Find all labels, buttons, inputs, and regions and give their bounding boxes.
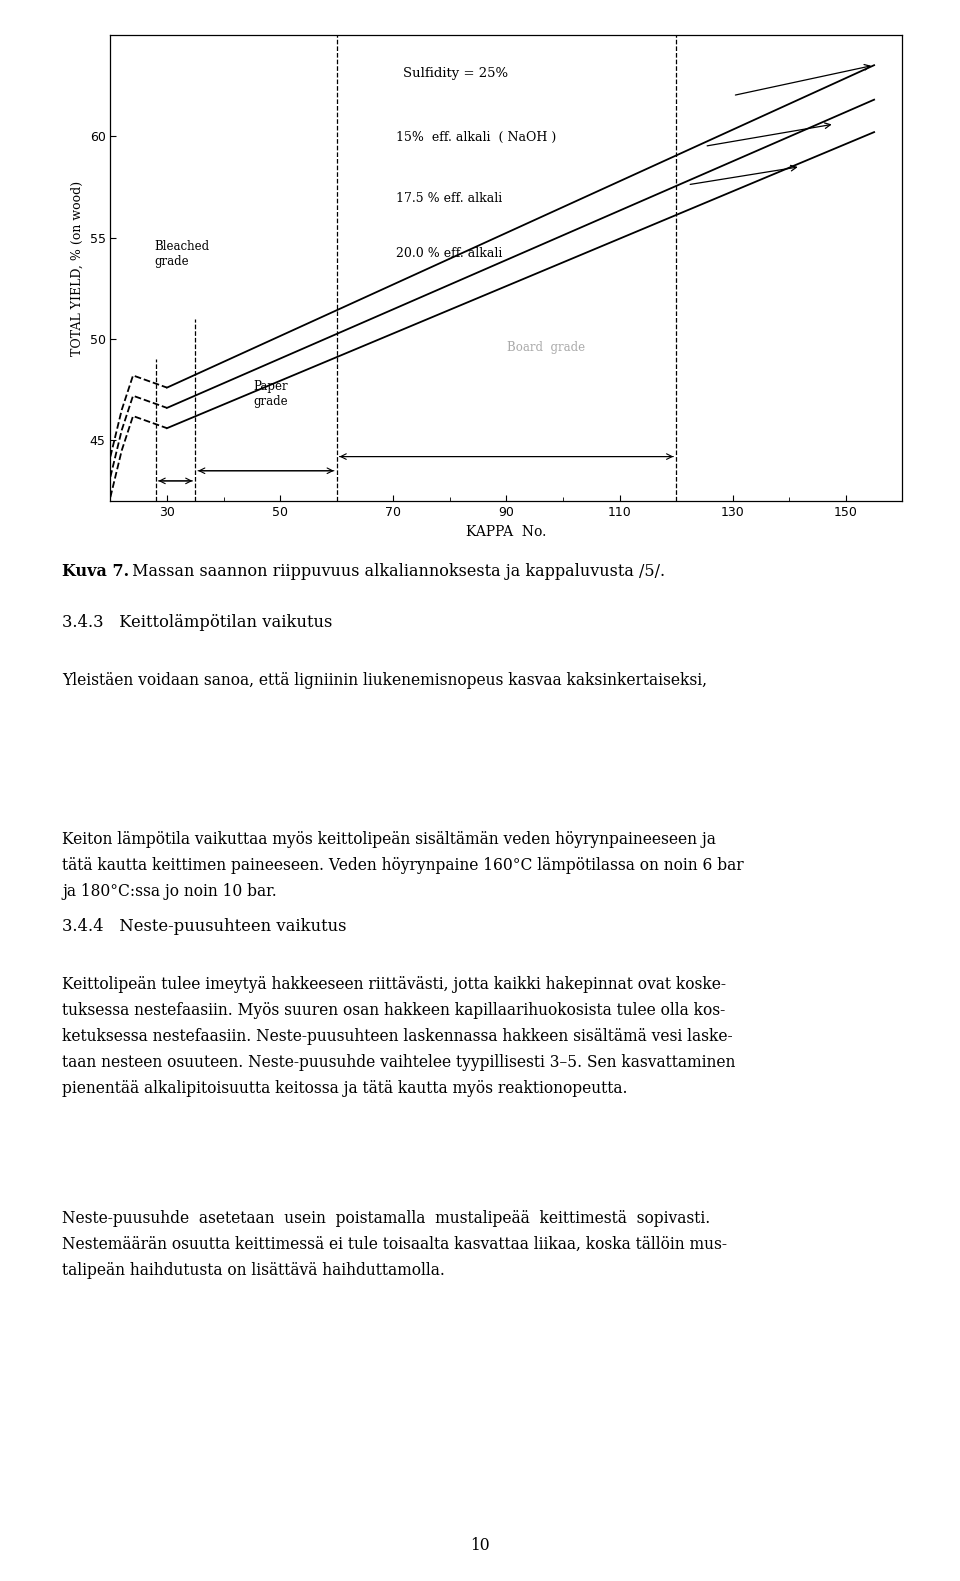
Text: 20.0 % eff. alkali: 20.0 % eff. alkali bbox=[396, 248, 502, 261]
Text: Bleached
grade: Bleached grade bbox=[154, 240, 209, 269]
Text: tuksessa nestefaasiin. Myös suuren osan hakkeen kapillaarihuokosista tulee olla : tuksessa nestefaasiin. Myös suuren osan … bbox=[62, 1002, 725, 1020]
Text: Yleistäen voidaan sanoa, että ligniinin liukenemisnopeus kasvaa kaksinkertaiseks: Yleistäen voidaan sanoa, että ligniinin … bbox=[62, 672, 707, 689]
Text: Kuva 7.: Kuva 7. bbox=[62, 563, 130, 580]
Text: 3.4.3   Keittolämpötilan vaikutus: 3.4.3 Keittolämpötilan vaikutus bbox=[62, 613, 332, 631]
Y-axis label: TOTAL YIELD, % (on wood): TOTAL YIELD, % (on wood) bbox=[71, 180, 84, 356]
Text: 17.5 % eff. alkali: 17.5 % eff. alkali bbox=[396, 191, 502, 204]
Text: ketuksessa nestefaasiin. Neste-puusuhteen laskennassa hakkeen sisältämä vesi las: ketuksessa nestefaasiin. Neste-puusuhtee… bbox=[62, 1028, 732, 1045]
Text: 15%  eff. alkali  ( NaOH ): 15% eff. alkali ( NaOH ) bbox=[396, 131, 556, 144]
X-axis label: KAPPA  No.: KAPPA No. bbox=[467, 525, 546, 539]
Text: Paper
grade: Paper grade bbox=[253, 379, 288, 408]
Text: talipeän haihdutusta on lisättävä haihduttamolla.: talipeän haihdutusta on lisättävä haihdu… bbox=[62, 1262, 444, 1279]
Text: 10: 10 bbox=[470, 1537, 490, 1554]
Text: 3.4.4   Neste-puusuhteen vaikutus: 3.4.4 Neste-puusuhteen vaikutus bbox=[62, 919, 347, 934]
Text: Massan saannon riippuvuus alkaliannoksesta ja kappaluvusta /5/.: Massan saannon riippuvuus alkaliannokses… bbox=[128, 563, 665, 580]
Text: Neste-puusuhde  asetetaan  usein  poistamalla  mustalipeää  keittimestä  sopivas: Neste-puusuhde asetetaan usein poistamal… bbox=[62, 1209, 710, 1227]
Text: Sulfidity = 25%: Sulfidity = 25% bbox=[403, 68, 509, 81]
Text: Board  grade: Board grade bbox=[507, 341, 585, 354]
Text: ja 180°C:ssa jo noin 10 bar.: ja 180°C:ssa jo noin 10 bar. bbox=[62, 884, 276, 900]
Text: taan nesteen osuuteen. Neste-puusuhde vaihtelee tyypillisesti 3–5. Sen kasvattam: taan nesteen osuuteen. Neste-puusuhde va… bbox=[62, 1055, 735, 1070]
Text: tätä kautta keittimen paineeseen. Veden höyrynpaine 160°C lämpötilassa on noin 6: tätä kautta keittimen paineeseen. Veden … bbox=[62, 857, 744, 874]
Text: pienentää alkalipitoisuutta keitossa ja tätä kautta myös reaktionopeutta.: pienentää alkalipitoisuutta keitossa ja … bbox=[62, 1080, 628, 1097]
Text: Keiton lämpötila vaikuttaa myös keittolipeän sisältämän veden höyrynpaineeseen j: Keiton lämpötila vaikuttaa myös keittoli… bbox=[62, 832, 716, 847]
Text: Nestemäärän osuutta keittimessä ei tule toisaalta kasvattaa liikaa, koska tällöi: Nestemäärän osuutta keittimessä ei tule … bbox=[62, 1236, 727, 1254]
Text: Keittolipeän tulee imeytyä hakkeeseen riittävästi, jotta kaikki hakepinnat ovat : Keittolipeän tulee imeytyä hakkeeseen ri… bbox=[62, 975, 726, 993]
